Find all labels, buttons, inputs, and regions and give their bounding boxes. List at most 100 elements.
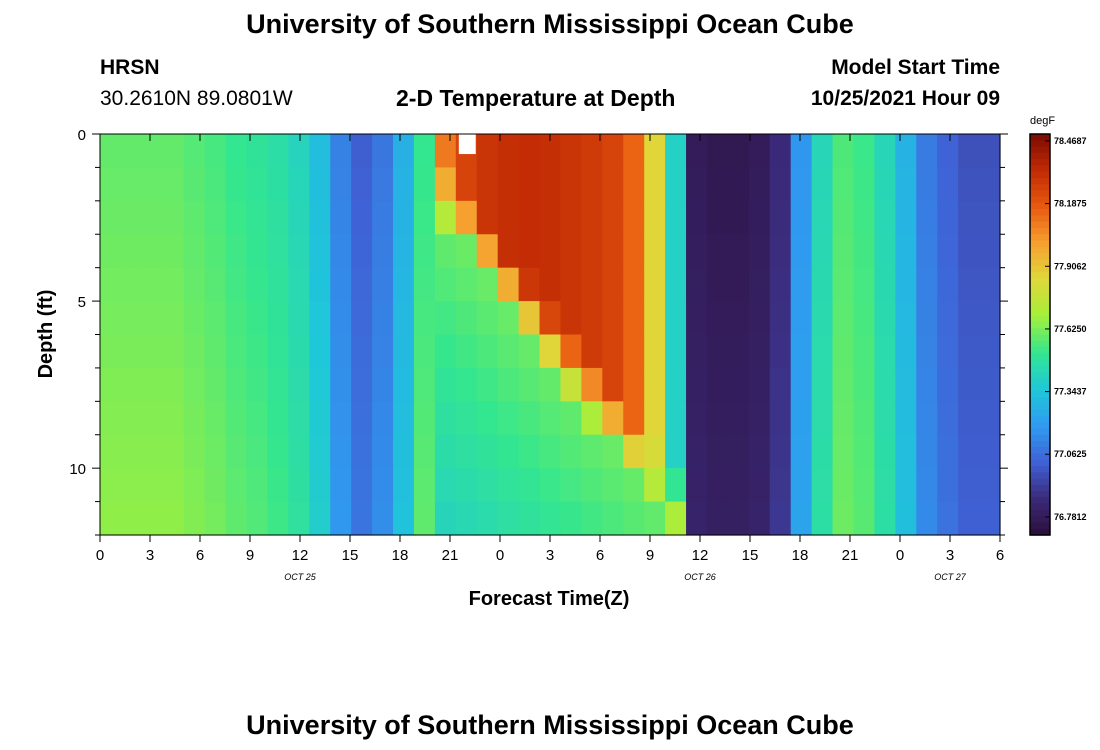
heatmap-cell: [267, 200, 289, 235]
heatmap-cell: [225, 367, 248, 402]
colorbar-swatch: [1030, 234, 1050, 242]
heatmap-cell: [434, 434, 457, 469]
heatmap-cell: [916, 301, 938, 336]
heatmap-cell: [330, 434, 352, 469]
heatmap-cell: [895, 200, 917, 235]
heatmap-cell: [602, 134, 624, 169]
heatmap-cell: [706, 401, 729, 436]
heatmap-cell: [832, 367, 855, 402]
heatmap-cell: [769, 167, 792, 202]
heatmap-cell: [581, 501, 603, 536]
heatmap-cell: [183, 367, 206, 402]
heatmap-cell: [267, 267, 289, 302]
heatmap-cell: [518, 200, 541, 235]
heatmap-cell: [706, 468, 729, 503]
heatmap-cell: [560, 367, 582, 402]
heatmap-cell: [141, 134, 164, 169]
colorbar-label: 77.9062: [1054, 261, 1087, 271]
colorbar-label: 78.4687: [1054, 136, 1087, 146]
heatmap-cell: [413, 200, 436, 235]
heatmap-cell: [351, 401, 373, 436]
heatmap-cell: [874, 234, 896, 269]
heatmap-cell: [790, 367, 813, 402]
heatmap-cell: [393, 134, 415, 169]
heatmap-cell: [393, 301, 415, 336]
heatmap-cell: [204, 434, 227, 469]
heatmap-cell: [330, 334, 352, 369]
heatmap-cell: [790, 334, 813, 369]
heatmap-cell: [288, 334, 310, 369]
heatmap-cell: [204, 200, 227, 235]
heatmap-cell: [100, 468, 122, 503]
heatmap-cell: [853, 334, 876, 369]
x-tick-label: 0: [96, 547, 104, 564]
heatmap-cell: [853, 267, 876, 302]
heatmap-cell: [832, 200, 855, 235]
heatmap-cell: [811, 367, 834, 402]
heatmap-cell: [727, 134, 750, 169]
x-tick-label: 9: [646, 547, 654, 564]
heatmap-cell: [581, 434, 603, 469]
heatmap-cell: [727, 200, 750, 235]
heatmap-cell: [246, 434, 269, 469]
heatmap-cell: [434, 234, 457, 269]
heatmap-cell: [476, 434, 499, 469]
heatmap-cell: [811, 401, 834, 436]
heatmap-cell: [288, 501, 310, 536]
heatmap-cell: [246, 167, 269, 202]
colorbar-swatch: [1030, 441, 1050, 448]
heatmap-cell: [120, 367, 143, 402]
heatmap-cell: [790, 301, 813, 336]
heatmap-cell: [560, 134, 582, 169]
heatmap-cell: [958, 301, 980, 336]
colorbar-swatch: [1030, 278, 1050, 285]
heatmap-cell: [413, 434, 436, 469]
x-date-label: OCT 27: [934, 572, 967, 582]
heatmap-cell: [665, 301, 687, 336]
heatmap-cell: [455, 468, 478, 503]
colorbar-swatch: [1030, 303, 1050, 311]
heatmap-cell: [644, 367, 666, 402]
heatmap-cell: [790, 267, 813, 302]
colorbar-swatch: [1030, 472, 1050, 480]
heatmap-cell: [727, 468, 750, 503]
heatmap-cell: [539, 234, 562, 269]
x-tick-label: 6: [596, 547, 604, 564]
heatmap-cell: [372, 301, 394, 336]
heatmap-cell: [476, 167, 499, 202]
colorbar-swatch: [1030, 503, 1050, 511]
heatmap-cell: [706, 234, 729, 269]
heatmap-cell: [623, 468, 645, 503]
colorbar-swatch: [1030, 196, 1050, 204]
heatmap-cell: [518, 501, 541, 536]
heatmap-cell: [100, 200, 122, 235]
heatmap-cell: [204, 501, 227, 536]
heatmap-cell: [162, 468, 185, 503]
heatmap-cell: [644, 501, 666, 536]
heatmap-cell: [393, 434, 415, 469]
colorbar-swatch: [1030, 140, 1050, 148]
heatmap-cell: [790, 134, 813, 169]
heatmap-cell: [372, 134, 394, 169]
colorbar-swatch: [1030, 522, 1050, 530]
heatmap-cell: [288, 301, 310, 336]
heatmap-cell: [853, 367, 876, 402]
colorbar-swatch: [1030, 453, 1050, 461]
heatmap-cell: [560, 434, 582, 469]
heatmap-cell: [120, 167, 143, 202]
heatmap-cell: [434, 501, 457, 536]
heatmap-cell: [309, 367, 331, 402]
heatmap-cell: [434, 367, 457, 402]
heatmap-cell: [874, 501, 896, 536]
heatmap-cell: [958, 234, 980, 269]
heatmap-cell: [937, 167, 959, 202]
heatmap-cell: [497, 301, 520, 336]
chart-title: 2-D Temperature at Depth: [396, 85, 676, 111]
heatmap-cell: [644, 468, 666, 503]
colorbar-swatch: [1030, 390, 1050, 398]
heatmap-cell: [958, 401, 980, 436]
heatmap-cell: [727, 434, 750, 469]
colorbar-swatch: [1030, 284, 1050, 292]
heatmap-cell: [937, 468, 959, 503]
colorbar-label: 77.3437: [1054, 387, 1087, 397]
